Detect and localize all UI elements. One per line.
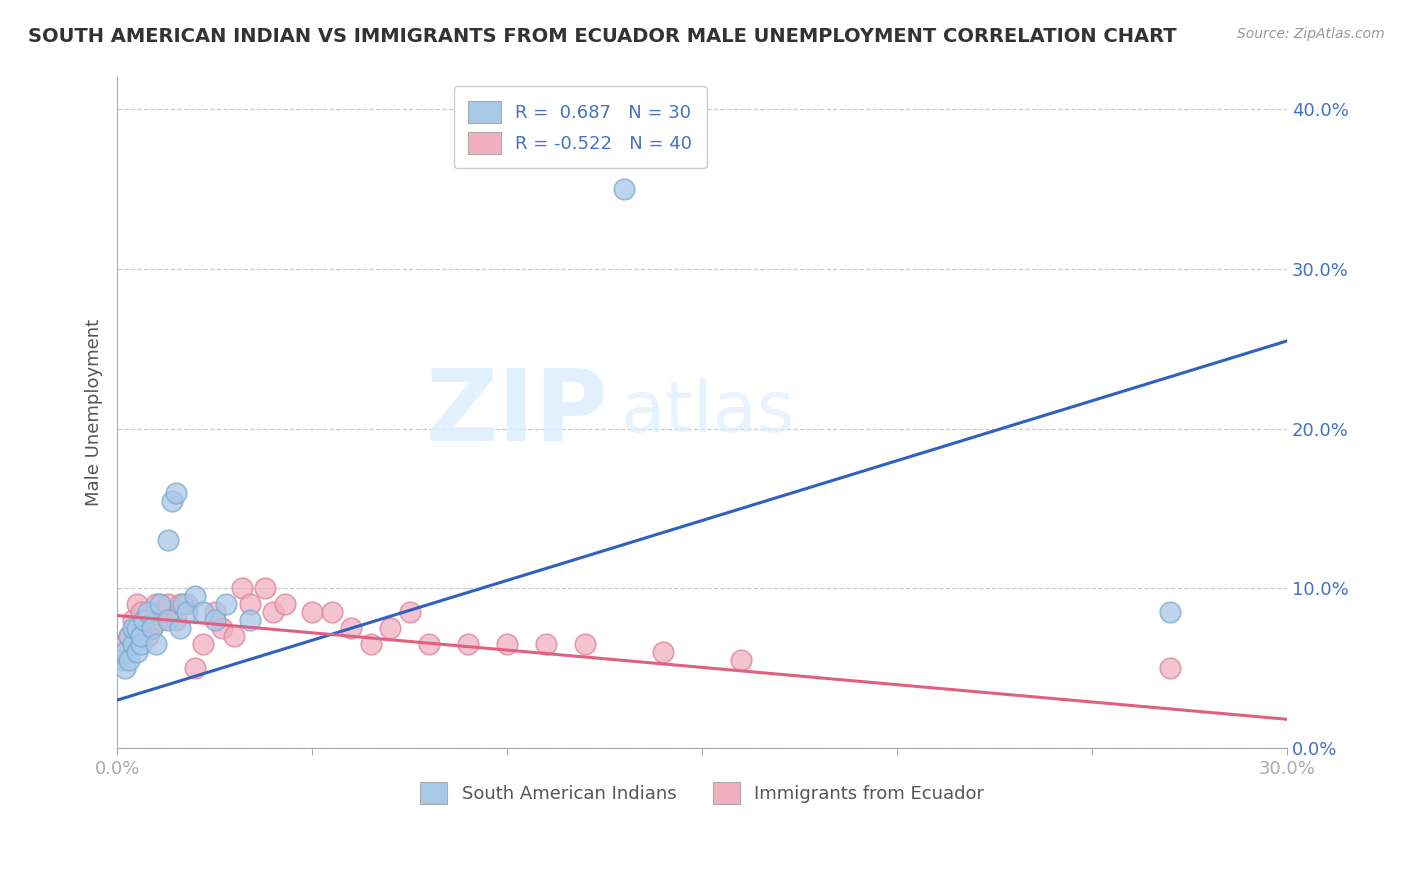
Point — [534, 637, 557, 651]
Point — [145, 598, 167, 612]
Point — [121, 621, 143, 635]
Point — [114, 661, 136, 675]
Text: SOUTH AMERICAN INDIAN VS IMMIGRANTS FROM ECUADOR MALE UNEMPLOYMENT CORRELATION C: SOUTH AMERICAN INDIAN VS IMMIGRANTS FROM… — [28, 27, 1177, 45]
Point — [613, 182, 636, 196]
Point — [360, 637, 382, 651]
Point — [165, 613, 187, 627]
Point — [125, 598, 148, 612]
Point — [118, 653, 141, 667]
Point — [239, 613, 262, 627]
Point — [114, 645, 136, 659]
Point — [176, 605, 198, 619]
Point — [114, 637, 136, 651]
Point — [156, 533, 179, 548]
Point — [191, 605, 214, 619]
Legend: South American Indians, Immigrants from Ecuador: South American Indians, Immigrants from … — [411, 772, 993, 813]
Point — [141, 621, 163, 635]
Point — [125, 621, 148, 635]
Point — [204, 605, 226, 619]
Point — [184, 590, 207, 604]
Point — [211, 621, 233, 635]
Point — [1159, 661, 1181, 675]
Point — [239, 598, 262, 612]
Point — [134, 613, 156, 627]
Point — [176, 598, 198, 612]
Text: atlas: atlas — [620, 378, 794, 447]
Point — [125, 645, 148, 659]
Point — [138, 629, 160, 643]
Point — [118, 629, 141, 643]
Point — [129, 605, 152, 619]
Point — [129, 637, 152, 651]
Point — [204, 613, 226, 627]
Point — [496, 637, 519, 651]
Point — [121, 613, 143, 627]
Point — [301, 605, 323, 619]
Point — [340, 621, 363, 635]
Point — [574, 637, 596, 651]
Point — [262, 605, 284, 619]
Point — [138, 605, 160, 619]
Point — [378, 621, 401, 635]
Point — [118, 629, 141, 643]
Point — [184, 661, 207, 675]
Point — [149, 613, 172, 627]
Point — [321, 605, 343, 619]
Point — [191, 637, 214, 651]
Y-axis label: Male Unemployment: Male Unemployment — [86, 319, 103, 507]
Point — [165, 485, 187, 500]
Point — [254, 582, 277, 596]
Point — [129, 629, 152, 643]
Point — [730, 653, 752, 667]
Point — [110, 653, 132, 667]
Point — [156, 613, 179, 627]
Point — [141, 621, 163, 635]
Point — [134, 613, 156, 627]
Text: ZIP: ZIP — [426, 364, 609, 461]
Point — [160, 493, 183, 508]
Point — [121, 637, 143, 651]
Point — [153, 605, 176, 619]
Point — [125, 621, 148, 635]
Point — [149, 598, 172, 612]
Point — [231, 582, 253, 596]
Point — [172, 598, 194, 612]
Point — [224, 629, 246, 643]
Point — [169, 621, 191, 635]
Point — [418, 637, 440, 651]
Point — [398, 605, 420, 619]
Point — [274, 598, 297, 612]
Point — [156, 598, 179, 612]
Text: Source: ZipAtlas.com: Source: ZipAtlas.com — [1237, 27, 1385, 41]
Point — [652, 645, 675, 659]
Point — [145, 637, 167, 651]
Point — [1159, 605, 1181, 619]
Point — [169, 598, 191, 612]
Point — [457, 637, 479, 651]
Point — [215, 598, 238, 612]
